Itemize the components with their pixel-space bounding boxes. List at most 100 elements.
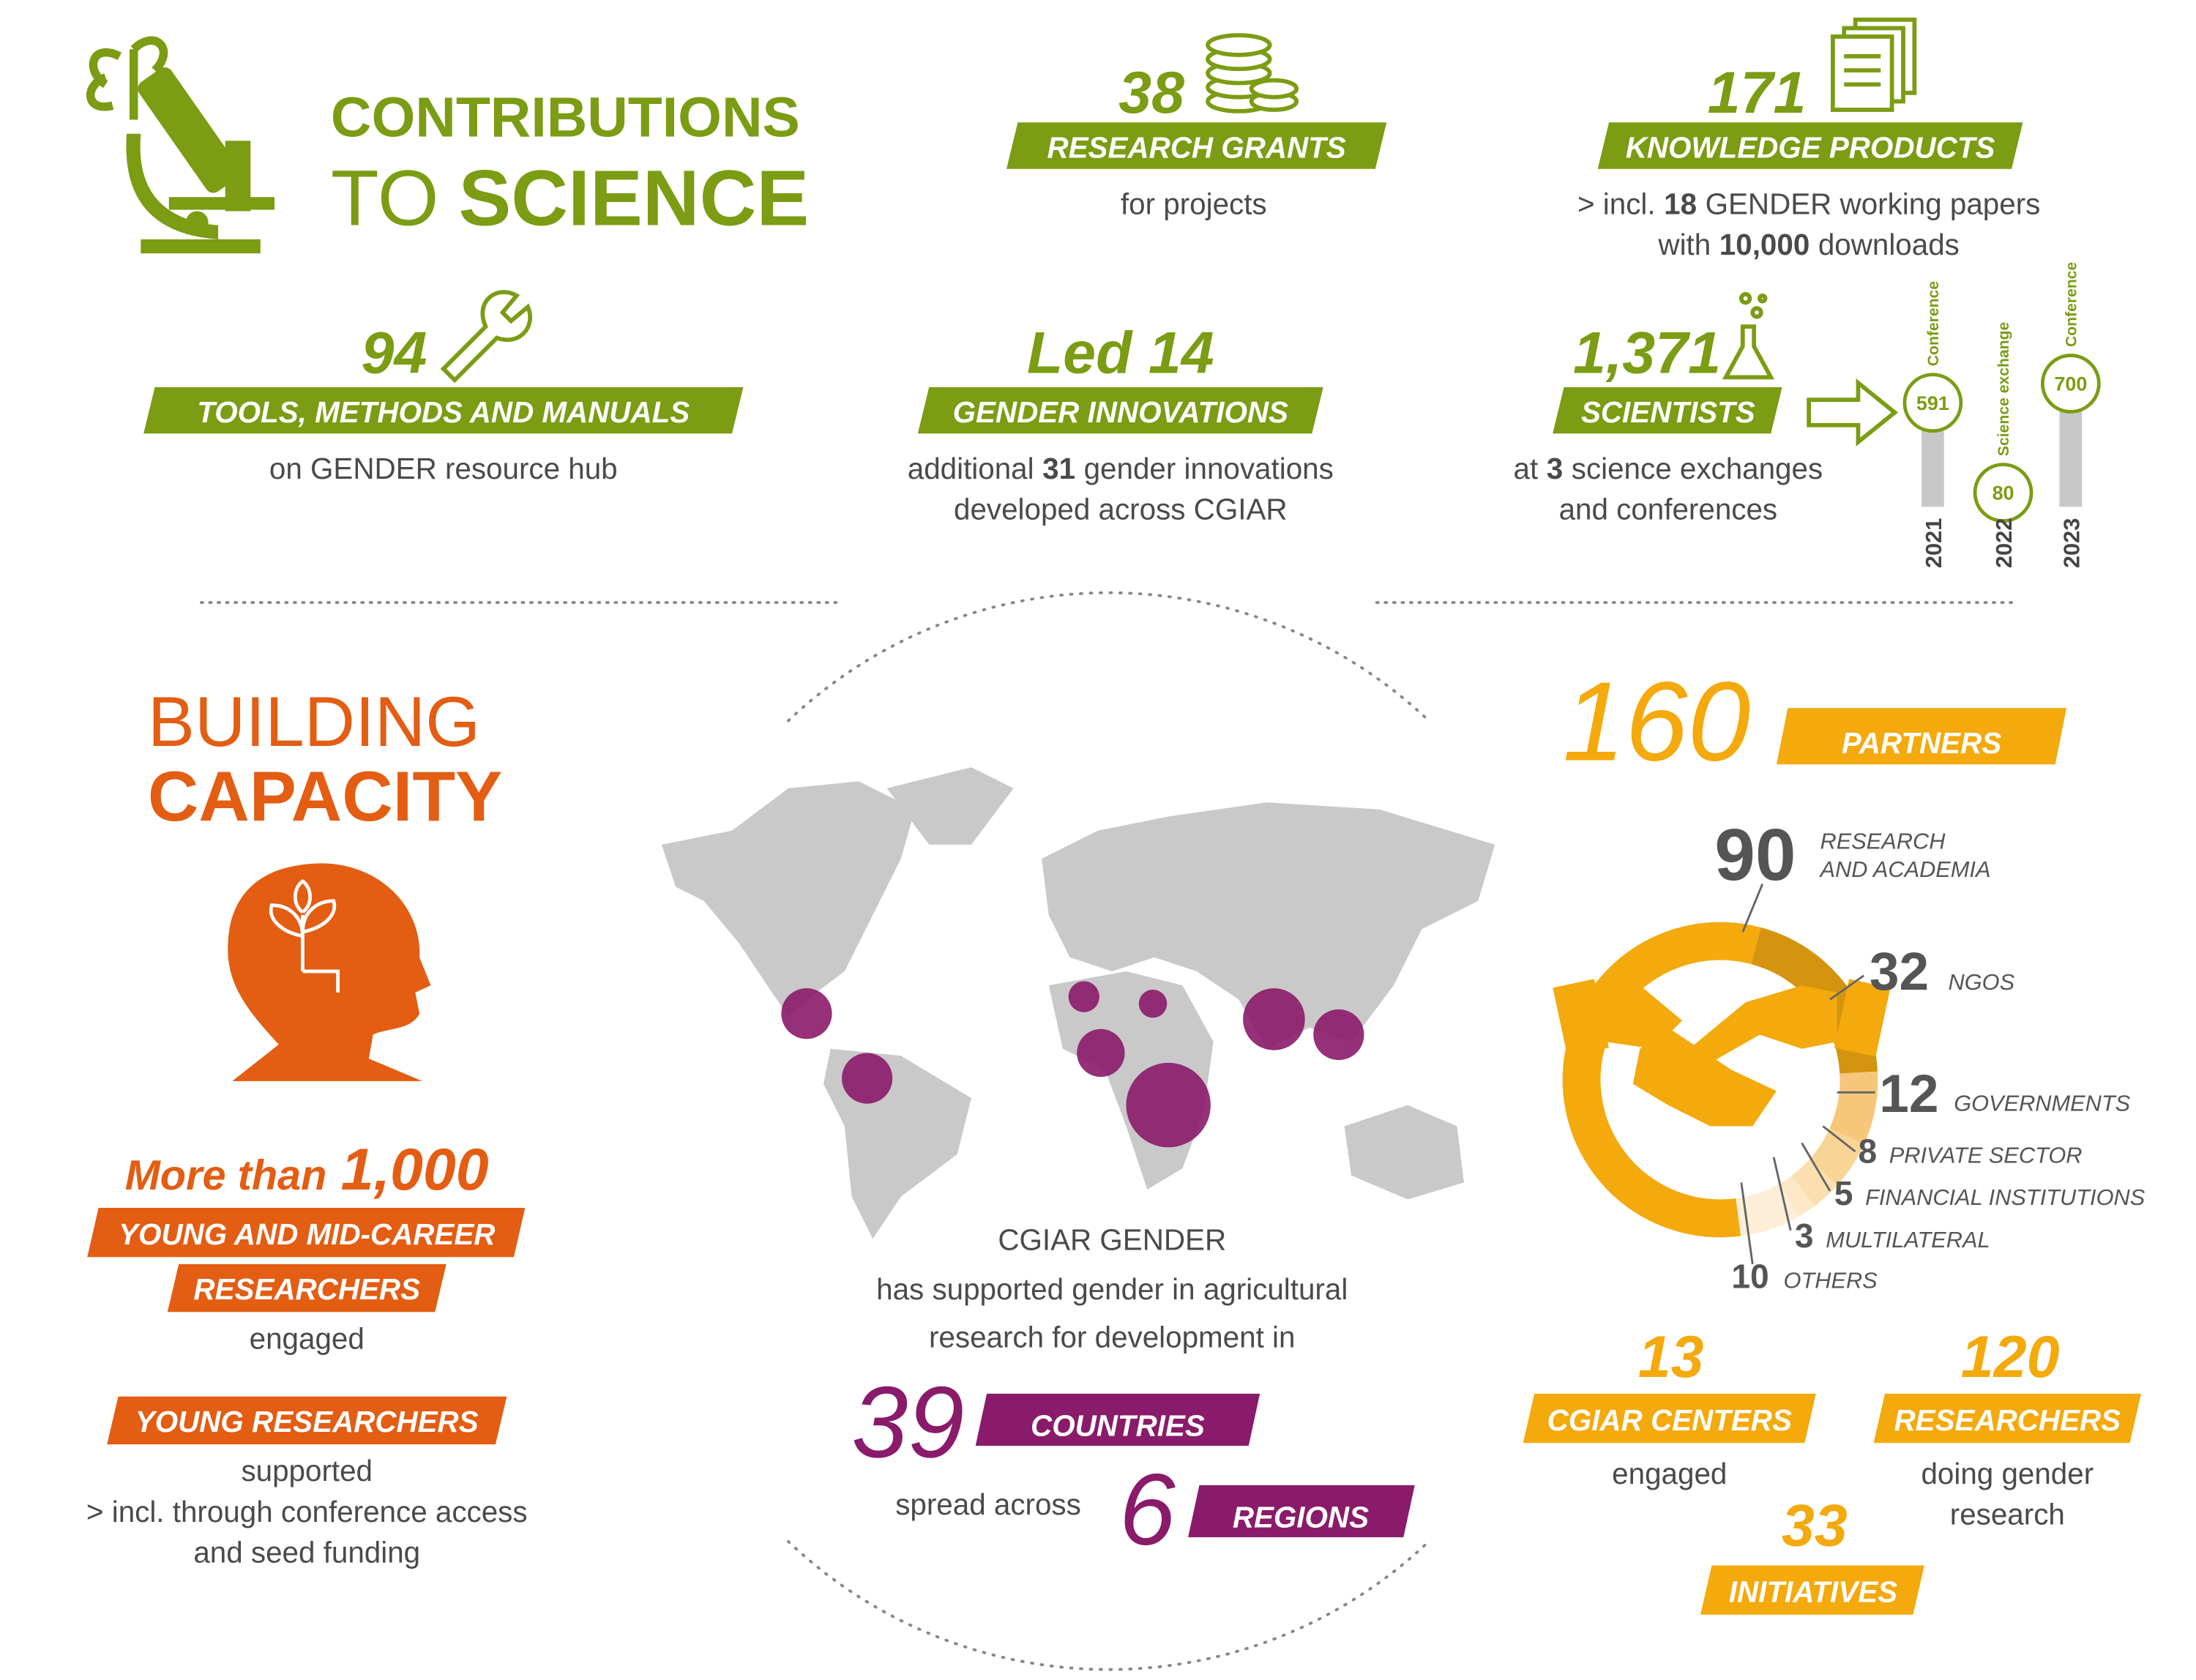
banner-text: RESEARCHERS: [193, 1272, 420, 1306]
plant-icon: [269, 878, 340, 993]
note-part: downloads: [1818, 228, 1960, 261]
banner-text: COUNTRIES: [1031, 1409, 1205, 1443]
segment-label: AND ACADEMIA: [1819, 856, 1991, 882]
note-part: science exchanges: [1572, 452, 1823, 485]
section-title: TO SCIENCE: [331, 154, 809, 242]
leader-line: [1822, 1125, 1856, 1153]
segment-number: 3: [1795, 1217, 1814, 1255]
note: on GENDER resource hub: [269, 452, 618, 485]
leader-line: [1772, 1157, 1792, 1231]
segment-number: 10: [1731, 1258, 1769, 1296]
stat-number: 1,371: [1573, 321, 1721, 387]
banner-text: RESEARCH GRANTS: [1047, 130, 1345, 164]
segment-number: 12: [1879, 1064, 1938, 1124]
title-part: TO: [331, 154, 439, 242]
banner: [1873, 1393, 2141, 1444]
title-part: SCIENCE: [458, 154, 809, 242]
note-part: 18: [1664, 187, 1697, 220]
segment-number: 5: [1834, 1174, 1853, 1212]
headline: More than 1,000: [125, 1137, 489, 1203]
banner: [1597, 122, 2023, 169]
donut-segment: [1791, 1160, 1838, 1206]
banner-text: RESEARCHERS: [1894, 1403, 2121, 1437]
note: with 10,000 downloads: [1657, 228, 1959, 261]
big-number: 6: [1119, 1454, 1176, 1567]
stat-number: 13: [1638, 1324, 1704, 1390]
banner: [1553, 387, 1782, 434]
segment-number: 90: [1714, 814, 1796, 896]
banner: [167, 1263, 447, 1313]
banner: [107, 1396, 507, 1445]
banner-text: REGIONS: [1233, 1501, 1369, 1534]
banner-text: SCIENTISTS: [1581, 395, 1755, 429]
banner: [87, 1208, 526, 1258]
leader-line: [1740, 1182, 1754, 1265]
note: engaged: [1612, 1457, 1727, 1490]
reach-text: research for development in: [929, 1320, 1295, 1354]
coins-icon: [1206, 33, 1299, 113]
event-year: 2022: [1991, 518, 2017, 568]
microscope-body: [126, 67, 275, 254]
note-part: > incl.: [1577, 187, 1656, 220]
banner-text: KNOWLEDGE PRODUCTS: [1626, 130, 1995, 164]
stat-number: 94: [362, 321, 427, 387]
segment-number: 32: [1870, 942, 1929, 1001]
note: > incl. 18 GENDER working papers: [1577, 187, 2040, 220]
big-number: 160: [1563, 658, 1751, 784]
stat-number: 120: [1961, 1324, 2060, 1390]
section-title: CONTRIBUTIONS: [331, 86, 800, 149]
segment-number: 8: [1858, 1132, 1877, 1170]
banner-text: CGIAR CENTERS: [1547, 1403, 1792, 1437]
donut-segment: [1829, 1071, 1878, 1144]
dotted-arc: [787, 1539, 1430, 1671]
banner-text: YOUNG RESEARCHERS: [135, 1405, 479, 1438]
note: and seed funding: [193, 1536, 420, 1569]
banner-text: INITIATIVES: [1729, 1575, 1897, 1608]
note: supported: [241, 1454, 373, 1487]
arrow: [1807, 378, 1899, 447]
event-count: 80: [1993, 482, 2014, 504]
event-year: 2023: [2058, 518, 2084, 568]
note-part: 10,000: [1719, 228, 1810, 261]
note: at 3 science exchanges: [1514, 452, 1823, 485]
note: and conferences: [1559, 493, 1778, 526]
note-part: 3: [1547, 452, 1563, 485]
banner: [1776, 708, 2067, 765]
segment-label: GOVERNMENTS: [1954, 1090, 2130, 1116]
note-part: at: [1514, 452, 1539, 485]
banner: [975, 1393, 1261, 1446]
headline-part: More than: [125, 1152, 327, 1199]
banner: [1523, 1393, 1816, 1444]
event-year: 2021: [1921, 518, 1946, 568]
country-markers: [781, 981, 1364, 1148]
segment-label: FINANCIAL INSTITUTIONS: [1865, 1184, 2145, 1210]
leader-line: [1829, 974, 1864, 1001]
event-circle: [2040, 354, 2101, 414]
note: > incl. through conference access: [86, 1495, 528, 1528]
documents-icon: [1830, 18, 1917, 112]
section-title: BUILDING: [148, 683, 480, 761]
donut-segment: [1779, 1175, 1815, 1217]
event-count: 591: [1916, 392, 1949, 414]
reach-text: has supported gender in agricultural: [876, 1272, 1348, 1306]
banner: [1006, 122, 1387, 169]
banner: [917, 387, 1323, 434]
note-part: GENDER working papers: [1706, 187, 2041, 220]
segment-label: OTHERS: [1784, 1268, 1878, 1293]
note-part: gender innovations: [1084, 452, 1334, 485]
event-circle: [1973, 463, 2033, 523]
banner-text: TOOLS, METHODS AND MANUALS: [197, 395, 690, 429]
segment-label: MULTILATERAL: [1826, 1227, 1990, 1252]
headline-part: 1,000: [341, 1137, 489, 1203]
event-type: Science exchange: [1995, 322, 2012, 457]
wrench-icon: [440, 290, 533, 384]
event-count: 700: [2054, 373, 2087, 395]
banner: [1188, 1485, 1415, 1537]
banner-text: YOUNG AND MID-CAREER: [119, 1217, 495, 1251]
stat-number: 33: [1782, 1493, 1848, 1559]
reach-text: spread across: [895, 1487, 1081, 1521]
note: for projects: [1121, 187, 1267, 220]
